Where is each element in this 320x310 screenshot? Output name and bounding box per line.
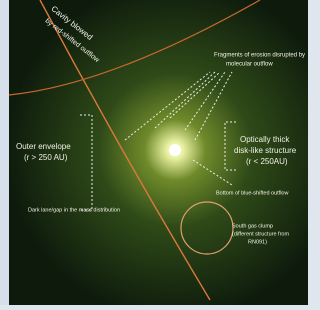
label-line: Outer envelope xyxy=(16,142,71,151)
label-line: (r > 250 AU) xyxy=(24,153,68,162)
label-line: Optically thick xyxy=(240,135,290,144)
label-line: RN091) xyxy=(248,239,267,245)
label-line: Dark lane/gap in the mass distribution xyxy=(28,207,120,213)
label-line: Fragments of erosion disrupted by xyxy=(214,53,305,59)
label-line: disk-like structure xyxy=(234,146,297,155)
label-line: Bottom of blue-shifted outflow xyxy=(216,190,288,196)
left-strip xyxy=(0,0,9,305)
annotated-image: Cavity blowed by red-shifted outflow Fra… xyxy=(0,0,308,305)
label-line: molecular outflow xyxy=(226,62,273,68)
label-line: (r < 250AU) xyxy=(246,157,288,166)
label-line: (different structure from xyxy=(232,231,289,237)
label-line: South gas clump xyxy=(232,223,273,229)
central-source xyxy=(169,144,181,156)
